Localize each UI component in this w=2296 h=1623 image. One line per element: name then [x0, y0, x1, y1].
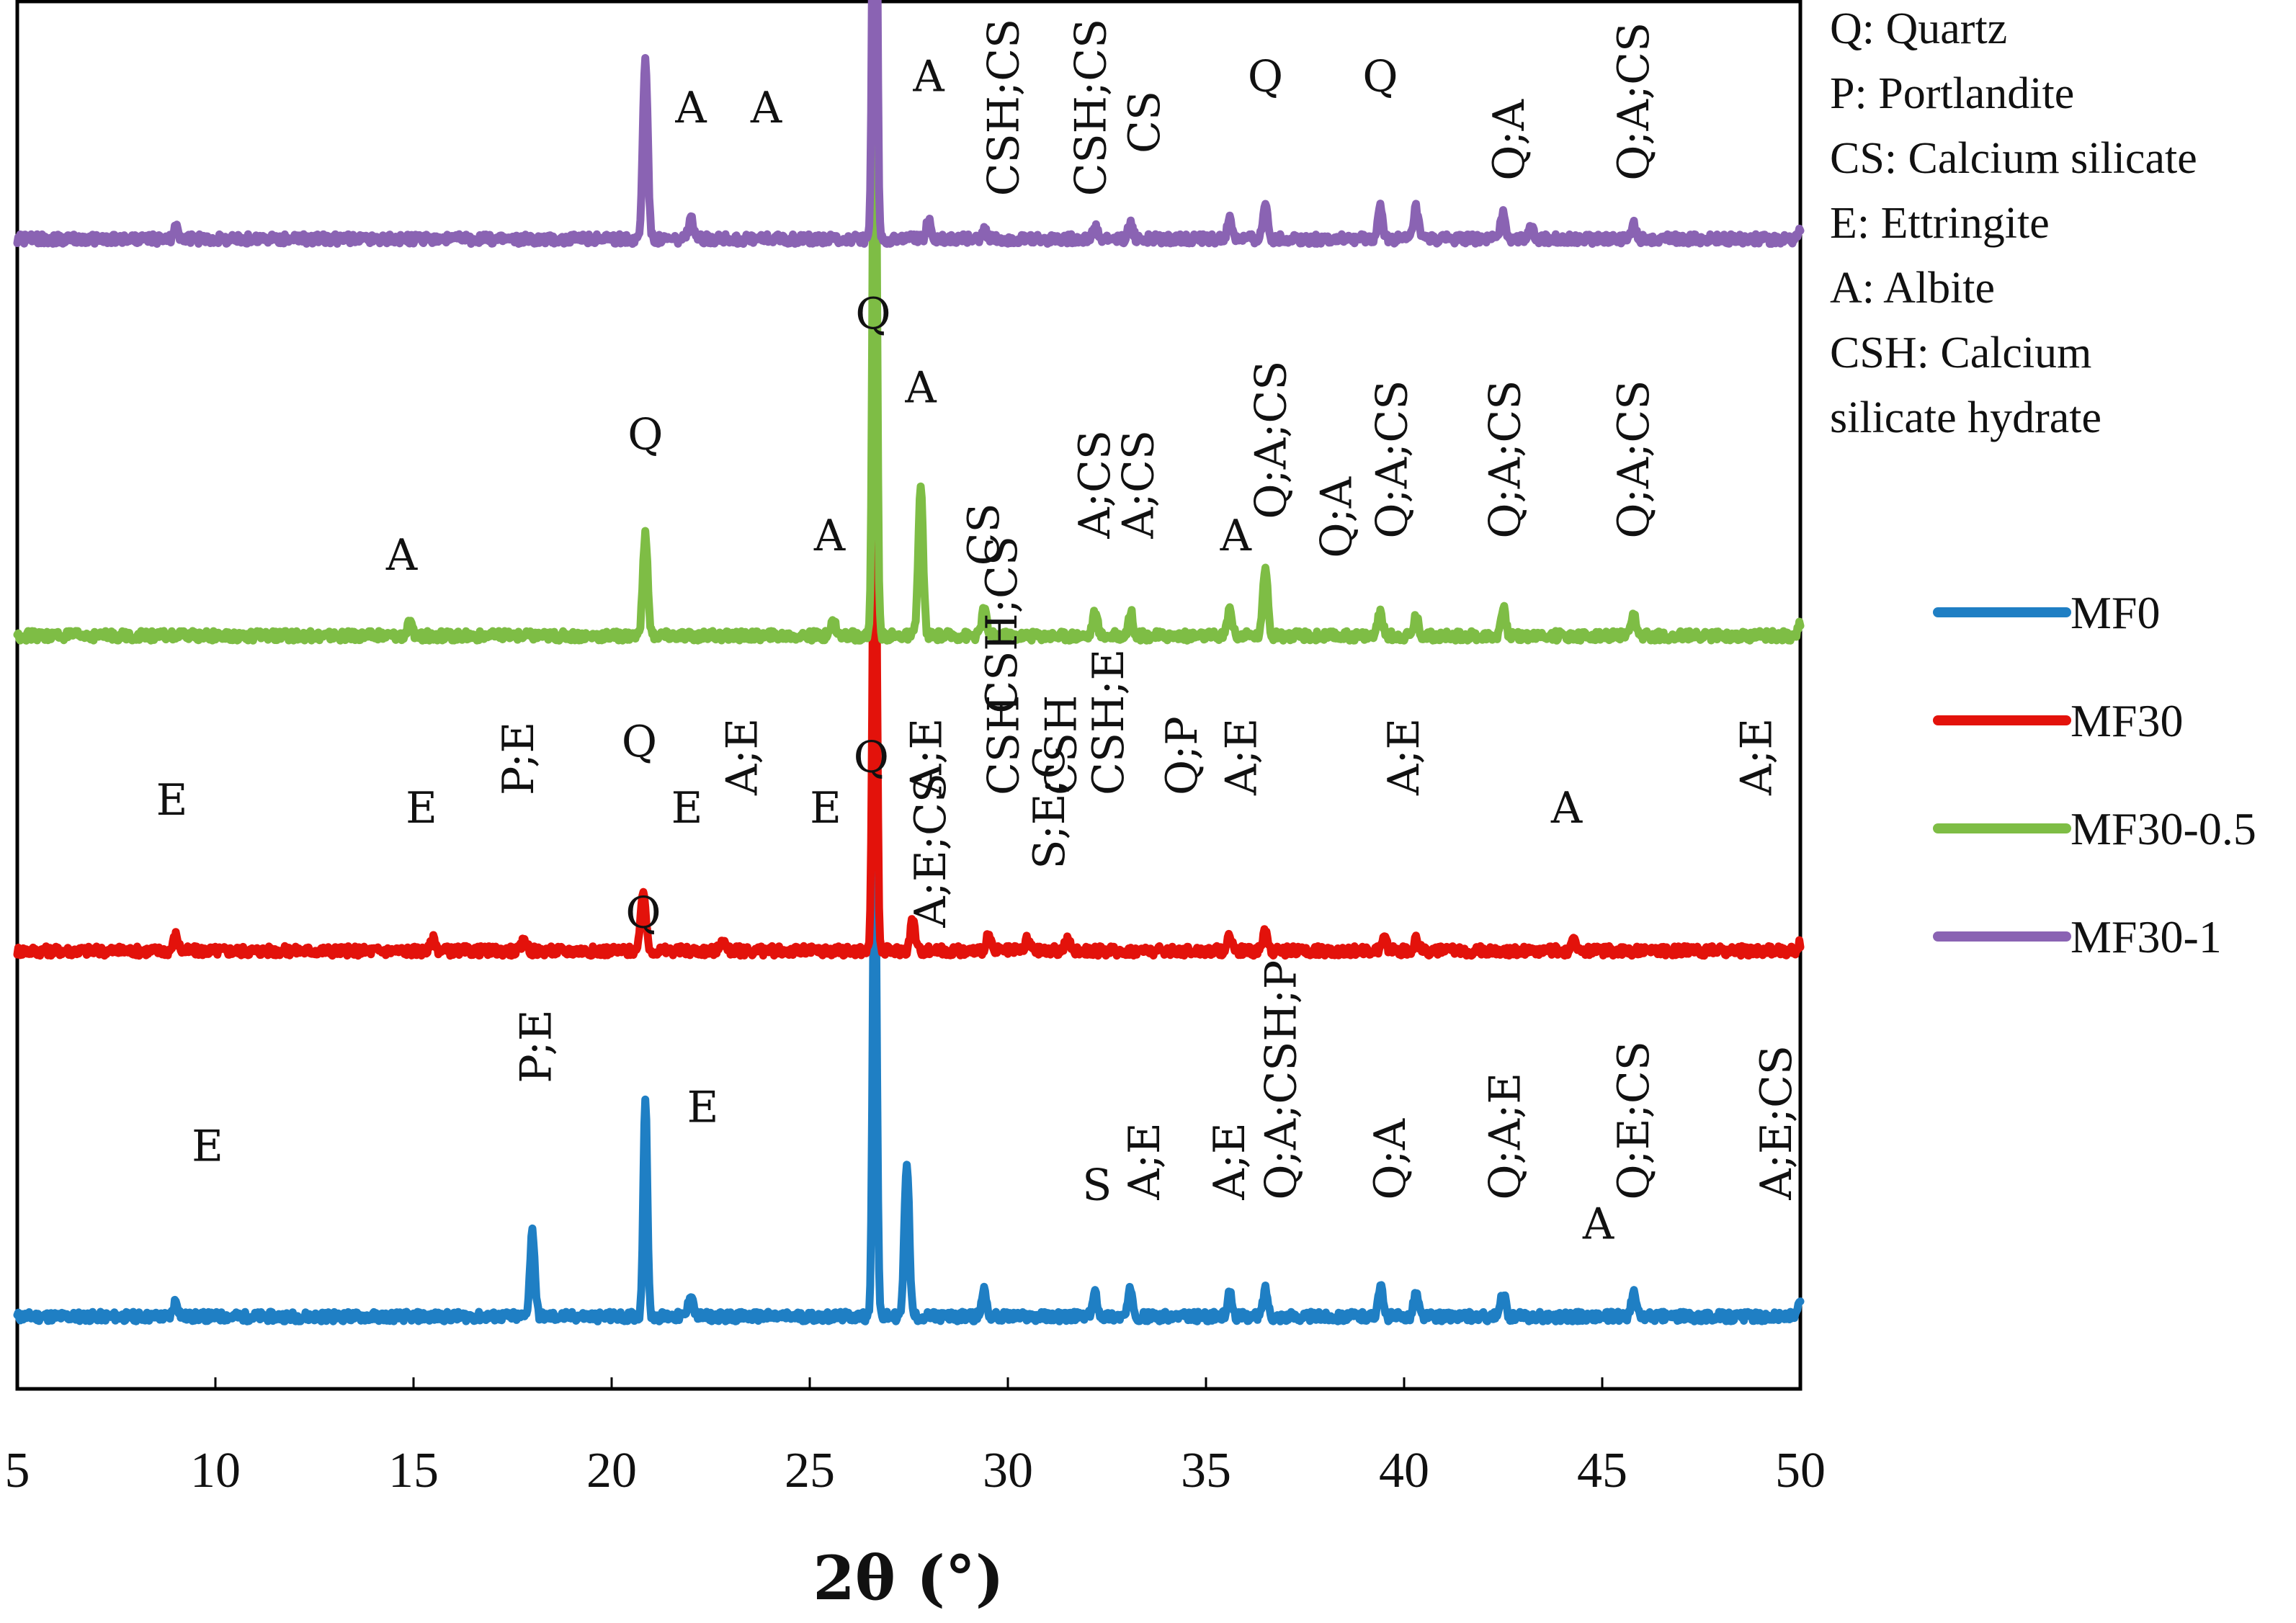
x-tick-label-30: 30 — [983, 1443, 1033, 1498]
x-tick-label-35: 35 — [1181, 1443, 1231, 1498]
peak-label-mf0-9: A;E — [1120, 1122, 1170, 1200]
phase-key: Q: Quartz P: Portlandite CS: Calcium silic… — [1830, 4, 2197, 442]
peak-label-mf30-0-5-4: A — [904, 363, 937, 413]
x-tick-label-25: 25 — [785, 1443, 835, 1498]
peak-label-mf30-1-7: CS — [1120, 91, 1170, 153]
x-axis-title: 2θ (°) — [813, 1542, 1004, 1614]
peak-label-mf0-5: A;E;CS — [906, 773, 956, 929]
legend-label-mf0: MF0 — [2071, 587, 2161, 638]
peak-label-mf30-0-5-13: Q;A;CS — [1609, 380, 1659, 539]
peak-label-mf0-13: Q;A;E — [1480, 1073, 1530, 1200]
legend-label-mf30: MF30 — [2071, 695, 2184, 746]
peak-label-mf30-1-8: Q — [1248, 52, 1283, 102]
series-line-mf0 — [13, 815, 1805, 1325]
peak-label-mf30-0: E — [156, 775, 188, 826]
x-tick-label-50: 50 — [1775, 1443, 1826, 1498]
peak-label-mf0-4: Q — [854, 733, 889, 783]
series-layer — [13, 0, 1805, 1325]
peak-label-mf30-0-5-9: Q;A;CS — [1246, 361, 1297, 519]
peak-label-mf0-3: E — [687, 1083, 719, 1133]
peak-label-mf30-1: E — [406, 783, 437, 833]
peak-label-mf30-14: A;E — [1379, 718, 1429, 796]
peak-label-mf30-0-5-2: A — [813, 511, 846, 561]
peak-label-mf30-12: Q;P — [1157, 716, 1207, 795]
peak-label-mf30-0-5-8: A — [1220, 511, 1252, 561]
peak-label-mf30-1-6: CSH;CS — [1066, 19, 1117, 197]
peak-label-mf30-2: P;E — [493, 722, 544, 795]
peak-label-mf30-15: A — [1550, 783, 1583, 833]
peak-label-mf30-4: E — [671, 783, 703, 833]
peak-label-mf30-0-5-6: A;CS — [1070, 430, 1120, 540]
peak-label-mf30-1-2: A — [750, 83, 782, 133]
x-tick-label-10: 10 — [190, 1443, 241, 1498]
legend: MF0 MF30 MF30-0.5 MF30-1 — [1933, 587, 2256, 962]
phase-key-line-0: Q: Quartz — [1830, 4, 2007, 53]
phase-key-line-4: A: Albite — [1830, 264, 1995, 313]
peak-label-mf30-16: A;E — [1732, 718, 1782, 796]
peak-label-mf30-0-5-1: Q — [627, 409, 663, 460]
phase-key-line-5: CSH: Calcium — [1830, 328, 2091, 377]
peak-label-mf0-8: S — [1082, 1161, 1112, 1211]
peak-label-mf0-11: Q;A;CSH;P — [1256, 960, 1307, 1200]
series-line-mf30-0-5 — [13, 0, 1805, 645]
x-tick-label-20: 20 — [586, 1443, 637, 1498]
peak-label-mf0-15: Q;E;CS — [1609, 1041, 1659, 1199]
peak-label-mf30-0-5-0: A — [385, 530, 418, 581]
peak-label-mf30-1-9: Q — [1362, 52, 1398, 102]
phase-key-line-1: P: Portlandite — [1830, 69, 2074, 118]
x-tick-label-15: 15 — [388, 1443, 439, 1498]
series-line-mf30-1 — [13, 0, 1805, 248]
phase-key-line-3: E: Ettringite — [1830, 199, 2050, 248]
peak-label-mf30-0-5-7: A;CS — [1114, 430, 1164, 540]
peak-label-mf30-3: Q — [622, 717, 657, 767]
peak-label-mf30-0-5-11: Q;A;CS — [1367, 380, 1418, 539]
peak-label-mf30-1-4: A — [912, 52, 944, 102]
x-tick-label-5: 5 — [5, 1443, 30, 1498]
legend-label-mf30-1: MF30-1 — [2071, 911, 2222, 962]
x-tick-label-40: 40 — [1379, 1443, 1429, 1498]
peak-label-mf0-2: Q — [625, 888, 661, 939]
phase-key-line-6: silicate hydrate — [1830, 393, 2101, 442]
peak-label-mf30-1-1: A — [674, 83, 707, 133]
peak-label-mf0-6: CSH;CS — [977, 536, 1027, 714]
peak-label-mf30-1-0: Q — [625, 0, 661, 1]
series-line-mf30 — [13, 397, 1805, 960]
peak-label-mf30-0-5-10: Q;A — [1312, 476, 1362, 558]
peak-label-mf30-8: A;E — [901, 718, 952, 796]
peak-label-mf30-1-10: Q;A — [1484, 99, 1535, 180]
peak-label-mf30-7: Q — [855, 289, 890, 339]
peak-label-mf0-12: Q;A — [1365, 1118, 1416, 1199]
peak-label-mf0-10: A;E — [1205, 1122, 1255, 1200]
peak-label-mf0-16: A;E;CS — [1751, 1045, 1802, 1201]
phase-key-line-2: CS: Calcium silicate — [1830, 134, 2197, 183]
peak-label-mf30-1-11: Q;A;CS — [1609, 22, 1659, 181]
peak-label-mf30-10: CSH — [1036, 695, 1086, 795]
peak-label-mf30-0-5-5: CS — [959, 503, 1009, 565]
x-tick-label-45: 45 — [1577, 1443, 1627, 1498]
peak-label-mf0-0: E — [192, 1122, 223, 1172]
legend-label-mf30-0-5: MF30-0.5 — [2071, 803, 2256, 854]
peak-label-mf30-13: A;E — [1217, 718, 1267, 796]
peak-label-mf30-9: CSH — [979, 695, 1029, 795]
peak-label-mf30-1-5: CSH;CS — [979, 19, 1029, 197]
peak-label-mf0-14: A — [1582, 1199, 1614, 1250]
peak-label-mf30-0-5-12: Q;A;CS — [1480, 380, 1530, 539]
peak-label-mf30-6: E — [810, 783, 841, 833]
peak-label-mf30-11: CSH;E — [1084, 649, 1134, 795]
peak-label-mf30-5: A;E — [718, 718, 768, 796]
peak-label-mf0-7: S;E;C — [1024, 746, 1075, 869]
peak-label-mf0-1: P;E — [512, 1009, 562, 1083]
plot-frame — [15, 0, 1803, 1391]
x-axis: 5 10 15 20 25 30 35 40 45 50 — [5, 1377, 1826, 1498]
